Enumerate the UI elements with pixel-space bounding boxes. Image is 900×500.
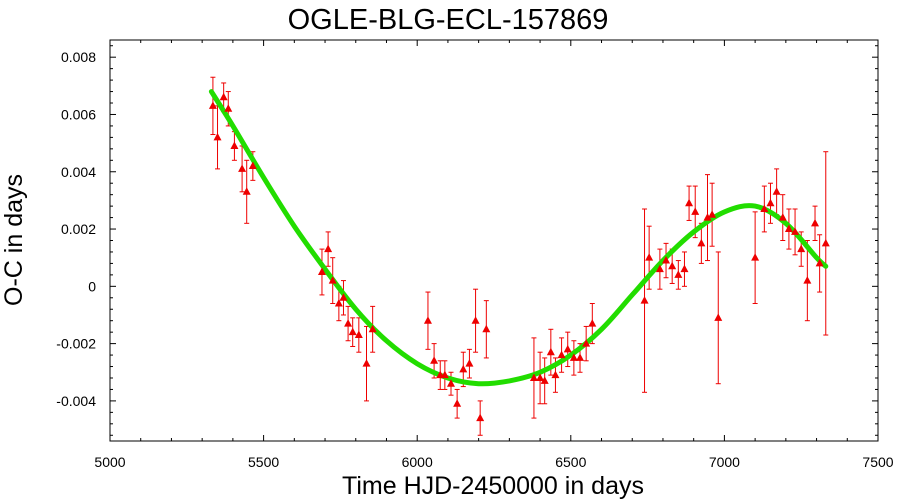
- x-tick-label: 5500: [248, 454, 279, 470]
- chart-title: OGLE-BLG-ECL-157869: [288, 4, 609, 36]
- data-point: [811, 218, 820, 227]
- data-point: [540, 376, 549, 384]
- data-point: [655, 264, 664, 273]
- data-point: [708, 210, 717, 218]
- data-point: [348, 327, 357, 336]
- data-point: [815, 258, 824, 267]
- x-axis: 5000 5500 6000 6500 7000 7500: [94, 40, 894, 470]
- data-point: [557, 350, 566, 359]
- data-point: [423, 316, 432, 324]
- data-point: [482, 324, 491, 333]
- data-point: [224, 104, 233, 112]
- data-point: [680, 264, 689, 273]
- y-tick-label: 0.002: [61, 221, 96, 237]
- data-point: [213, 132, 222, 141]
- data-point: [465, 359, 474, 367]
- data-point: [576, 353, 585, 361]
- data-point: [536, 373, 545, 381]
- y-tick-label: 0.004: [61, 164, 96, 180]
- data-point: [546, 347, 555, 356]
- y-axis-label: O-C in days: [0, 174, 28, 306]
- y-tick-label: -0.004: [56, 393, 96, 409]
- x-tick-label: 5000: [94, 454, 125, 470]
- data-point: [772, 187, 781, 195]
- data-points: [208, 92, 830, 422]
- data-point: [317, 267, 326, 276]
- data-point: [219, 92, 228, 101]
- data-point: [645, 253, 654, 261]
- y-tick-label: 0.008: [61, 49, 96, 65]
- data-point: [344, 319, 353, 327]
- data-point: [476, 413, 485, 422]
- data-point: [760, 204, 769, 212]
- data-point: [328, 276, 337, 284]
- data-point: [208, 101, 217, 109]
- data-point: [714, 313, 723, 321]
- data-point: [797, 244, 806, 253]
- data-point: [668, 261, 677, 270]
- x-tick-label: 7500: [862, 454, 893, 470]
- data-point: [791, 227, 800, 235]
- fit-curve-layer: [208, 89, 829, 387]
- error-bars: [210, 76, 829, 436]
- data-point: [446, 379, 455, 387]
- data-point: [588, 319, 597, 327]
- data-point: [563, 344, 572, 353]
- data-point: [248, 161, 257, 170]
- data-point: [569, 353, 578, 361]
- data-point: [751, 253, 760, 261]
- data-point: [821, 238, 830, 247]
- data-point: [471, 316, 480, 324]
- data-point: [362, 359, 371, 367]
- y-axis: 0.008 0.006 0.004 0.002 0 -0.002 -0.004: [56, 45, 878, 436]
- y-tick-label: -0.002: [56, 336, 96, 352]
- data-point: [430, 356, 439, 364]
- x-tick-label: 7000: [709, 454, 740, 470]
- data-point: [230, 141, 239, 149]
- data-point: [453, 399, 462, 407]
- data-point: [784, 224, 793, 233]
- data-point: [529, 373, 538, 381]
- data-point: [354, 330, 363, 339]
- data-point: [459, 364, 468, 373]
- fit-curve: [208, 89, 829, 387]
- data-point: [674, 270, 683, 278]
- data-point: [242, 187, 251, 195]
- y-tick-label: 0.006: [61, 106, 96, 122]
- data-point: [440, 370, 449, 379]
- x-tick-label: 6000: [402, 454, 433, 470]
- data-point: [778, 213, 787, 221]
- data-point: [640, 296, 649, 304]
- data-point: [368, 324, 377, 333]
- x-tick-label: 6500: [555, 454, 586, 470]
- data-point: [662, 256, 671, 264]
- data-point: [551, 370, 560, 379]
- data-point: [685, 198, 694, 207]
- x-axis-label: Time HJD-2450000 in days: [342, 472, 644, 500]
- data-point: [582, 339, 591, 347]
- data-point: [334, 299, 343, 307]
- data-point: [691, 207, 700, 215]
- data-point: [703, 213, 712, 221]
- data-point: [697, 238, 706, 247]
- data-point: [766, 198, 775, 207]
- data-point: [238, 164, 247, 172]
- y-tick-label: 0: [88, 278, 96, 294]
- data-point: [803, 276, 812, 284]
- data-point: [339, 293, 348, 301]
- data-point: [324, 244, 333, 253]
